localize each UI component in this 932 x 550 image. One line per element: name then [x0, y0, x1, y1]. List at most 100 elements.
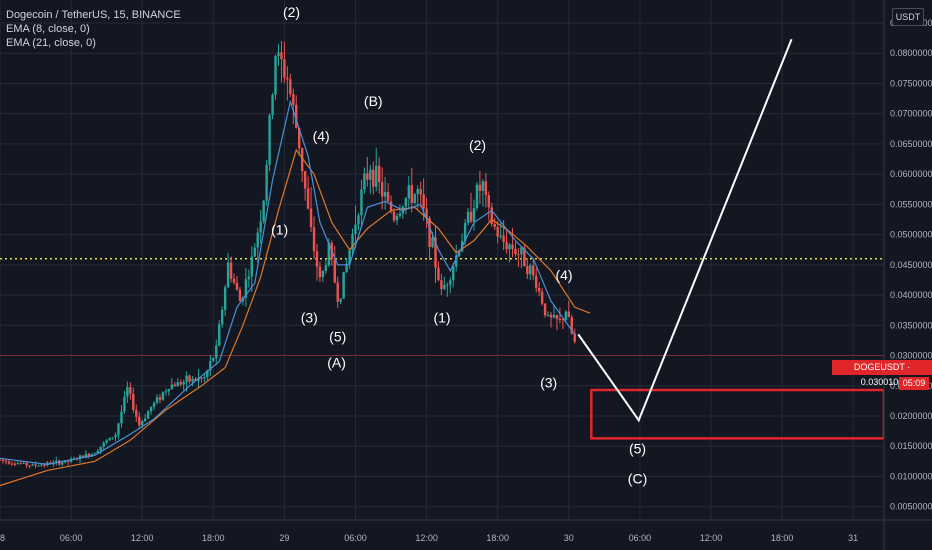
- candle-body: [336, 282, 339, 302]
- candle-body: [292, 94, 295, 105]
- candle-body: [81, 455, 85, 458]
- candle-body: [404, 198, 408, 207]
- candle-body: [537, 288, 541, 292]
- last-price-tag: DOGEUSDT · 0.0300100: [832, 360, 932, 387]
- candle-body: [123, 396, 126, 412]
- candle-body: [158, 397, 162, 400]
- candle-body: [407, 185, 411, 199]
- ema-8-legend[interactable]: EMA (8, close, 0): [6, 23, 90, 35]
- candle-body: [295, 104, 298, 128]
- candle-body: [532, 265, 535, 276]
- candle-body: [209, 360, 212, 371]
- candle-body: [1, 459, 5, 461]
- candle-body: [223, 287, 227, 310]
- candle-body: [546, 314, 550, 316]
- candle-body: [369, 169, 372, 180]
- candle-body: [372, 169, 375, 187]
- candle-body: [132, 393, 135, 410]
- candle-body: [339, 298, 342, 302]
- candle-body: [561, 319, 565, 321]
- candle-body: [434, 237, 437, 268]
- candle-body: [176, 382, 179, 387]
- candle-body: [212, 358, 215, 361]
- candle-body: [289, 79, 292, 95]
- candle-body: [87, 453, 91, 457]
- candle-body: [351, 234, 354, 251]
- candle-body: [218, 324, 221, 346]
- candle-body: [194, 378, 197, 381]
- candle-body: [303, 171, 307, 189]
- scale-currency-button[interactable]: USDT: [892, 8, 924, 26]
- candle-body: [440, 280, 443, 290]
- candle-body: [78, 455, 82, 460]
- candle-body: [140, 421, 144, 426]
- candle-body: [360, 189, 363, 216]
- grid: [0, 0, 884, 520]
- candle-body: [265, 164, 268, 201]
- candle-body: [366, 173, 369, 180]
- candle-body: [31, 464, 34, 466]
- candle-body: [155, 397, 159, 403]
- candle-body: [354, 224, 357, 235]
- candle-body: [96, 450, 99, 454]
- candle-body: [511, 244, 514, 249]
- candle-body: [455, 255, 458, 267]
- candle-body: [247, 276, 251, 280]
- price-tick-label: 0.0400000: [890, 290, 932, 300]
- wave-label: (3): [301, 309, 318, 325]
- horizontal-level-line[interactable]: [0, 258, 884, 356]
- candle-body: [472, 207, 476, 222]
- candle-body: [206, 370, 209, 378]
- candle-body: [535, 275, 538, 289]
- wave-labels: (2) (1) (4) (3) (5) (A) (B) (1) (2) (4) (3) (5) (C): [271, 4, 647, 487]
- drawings[interactable]: [577, 38, 886, 440]
- wave-label: (2): [283, 4, 300, 20]
- candle-body: [529, 265, 532, 275]
- candles: [0, 40, 576, 469]
- wave-label: (5): [329, 329, 346, 345]
- wave-label: (A): [327, 355, 346, 371]
- candle-body: [549, 314, 553, 318]
- wave-label: (2): [469, 137, 486, 153]
- wave-label: (1): [433, 309, 450, 325]
- candle-body: [114, 434, 117, 438]
- candle-body: [446, 284, 449, 286]
- candle-body: [22, 462, 25, 464]
- candle-body: [173, 384, 176, 387]
- candle-body: [13, 463, 17, 465]
- candle-body: [490, 207, 493, 224]
- candle-body: [321, 270, 325, 278]
- symbol-title[interactable]: Dogecoin / TetherUS, 15, BINANCE: [6, 9, 181, 21]
- candle-body: [526, 266, 529, 275]
- candle-body: [443, 284, 446, 290]
- candle-body: [392, 211, 396, 221]
- price-tick-label: 0.0050000: [890, 502, 932, 512]
- candle-body: [452, 266, 455, 281]
- price-tick-label: 0.0550000: [890, 199, 932, 209]
- price-tick-label: 0.0600000: [890, 169, 932, 179]
- candle-body: [164, 391, 168, 393]
- time-tick-label: 28: [0, 533, 5, 543]
- wave-label: (B): [364, 93, 383, 109]
- candle-body: [268, 115, 271, 165]
- candle-body: [179, 382, 182, 385]
- candle-body: [463, 222, 467, 242]
- candle-body: [318, 266, 322, 278]
- ema-21-legend[interactable]: EMA (21, close, 0): [6, 37, 96, 49]
- candle-body: [493, 223, 496, 227]
- candle-body: [475, 184, 479, 208]
- candle-body: [262, 200, 265, 222]
- wave-label: (5): [629, 440, 646, 456]
- candle-body: [499, 235, 502, 237]
- candle-body: [395, 215, 399, 221]
- candle-body: [416, 188, 419, 195]
- candle-body: [398, 213, 402, 216]
- candle-body: [188, 375, 191, 382]
- time-tick-label: 06:00: [344, 533, 367, 543]
- candle-body: [377, 165, 381, 183]
- candle-body: [280, 52, 283, 59]
- candle-body: [55, 460, 58, 463]
- candle-body: [40, 464, 43, 466]
- candle-body: [419, 188, 422, 195]
